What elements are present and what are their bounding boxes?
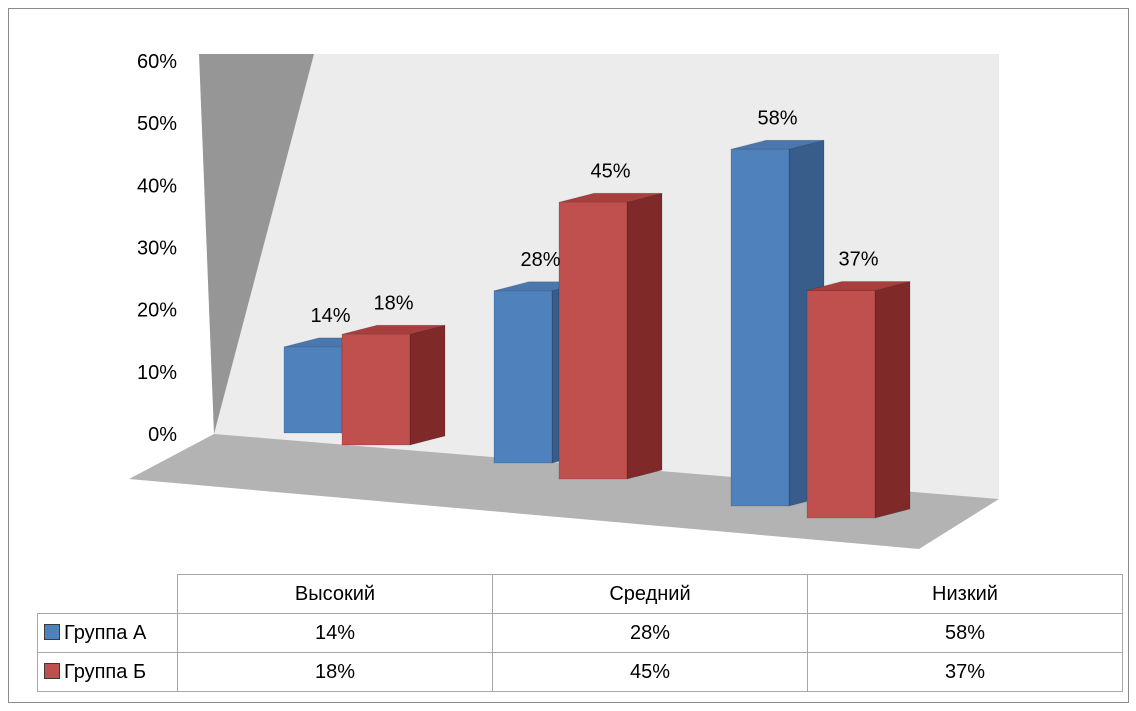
table-row: Группа Б 18% 45% 37% bbox=[37, 652, 1123, 692]
bar-group-b-1 bbox=[341, 324, 446, 446]
series-name: Группа Б bbox=[64, 660, 147, 683]
bar-front-face bbox=[493, 290, 553, 464]
data-label-group-b: 45% bbox=[590, 160, 630, 182]
data-table: Высокий Средний Низкий Группа А 14% 28% … bbox=[37, 574, 1123, 692]
category-header: Средний bbox=[492, 574, 808, 614]
table-cell: 37% bbox=[807, 652, 1123, 692]
category-header: Низкий bbox=[807, 574, 1123, 614]
y-tick-label: 60% bbox=[137, 51, 177, 73]
category-header: Высокий bbox=[177, 574, 493, 614]
data-label-group-a: 58% bbox=[757, 107, 797, 129]
bar-front-face bbox=[341, 333, 411, 446]
bar-front-face bbox=[283, 346, 343, 434]
legend-key-group-b bbox=[44, 662, 60, 679]
bar-side-face bbox=[626, 192, 663, 480]
table-cell: 28% bbox=[492, 613, 808, 653]
data-label-group-b: 18% bbox=[373, 292, 413, 314]
y-tick-label: 30% bbox=[137, 238, 177, 260]
table-cell: 45% bbox=[492, 652, 808, 692]
y-tick-label: 50% bbox=[137, 113, 177, 135]
bar-front-face bbox=[730, 148, 790, 507]
chart-frame: 0% 10% 20% 30% 40% 50% 60% 14% 18% 28% 45% 58% 37% … bbox=[8, 8, 1129, 703]
series-name-cell: Группа Б bbox=[37, 652, 178, 692]
table-row: Группа А 14% 28% 58% bbox=[37, 613, 1123, 653]
bar-front-face bbox=[558, 201, 628, 480]
table-header-row: Высокий Средний Низкий bbox=[37, 574, 1123, 614]
y-tick-label: 10% bbox=[137, 362, 177, 384]
bar-front-face bbox=[806, 290, 876, 519]
floor bbox=[129, 434, 999, 549]
series-name: Группа А bbox=[64, 621, 147, 644]
bar-group-b-3 bbox=[806, 280, 911, 519]
bar-side-face bbox=[409, 324, 446, 446]
data-label-group-a: 14% bbox=[310, 305, 350, 327]
side-wall bbox=[199, 54, 314, 434]
table-cell: 58% bbox=[807, 613, 1123, 653]
bar-side-face bbox=[874, 280, 911, 519]
bar-group-b-2 bbox=[558, 192, 663, 480]
y-tick-label: 40% bbox=[137, 175, 177, 197]
series-name-cell: Группа А bbox=[37, 613, 178, 653]
y-tick-label: 20% bbox=[137, 300, 177, 322]
data-label-group-a: 28% bbox=[520, 249, 560, 271]
chart-plot: 0% 10% 20% 30% 40% 50% 60% 14% 18% 28% 45% 58% 37% bbox=[129, 51, 999, 549]
legend-key-group-a bbox=[44, 623, 60, 640]
table-cell: 14% bbox=[177, 613, 493, 653]
y-tick-label: 0% bbox=[148, 424, 177, 446]
data-label-group-b: 37% bbox=[838, 248, 878, 270]
table-corner bbox=[37, 574, 178, 614]
table-cell: 18% bbox=[177, 652, 493, 692]
